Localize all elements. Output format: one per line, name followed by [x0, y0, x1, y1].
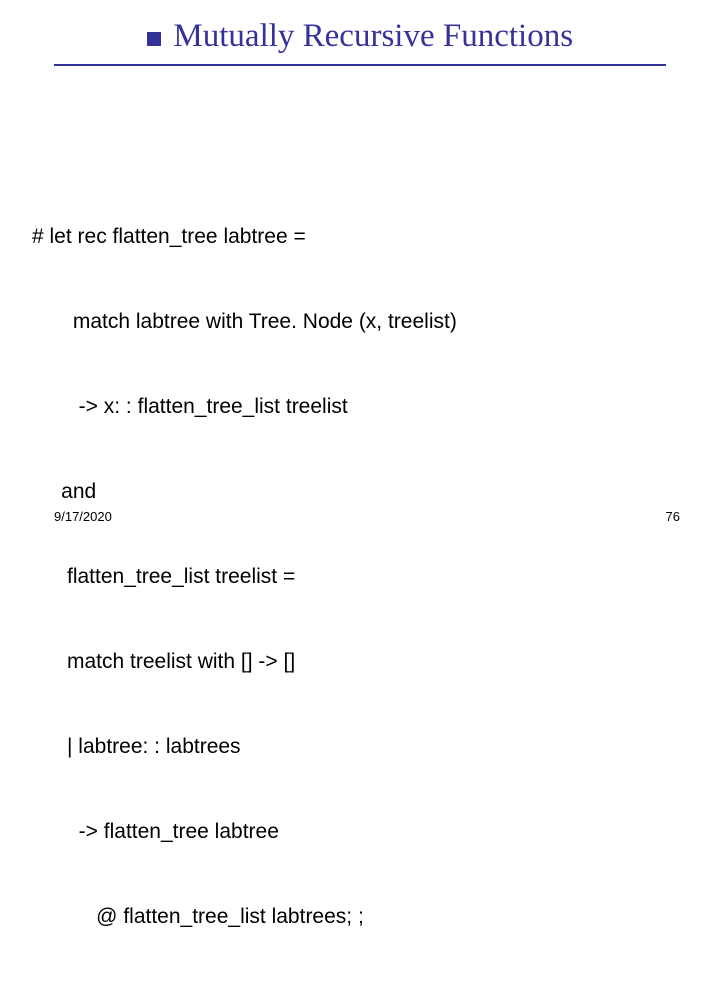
code-line: # let rec flatten_tree labtree =: [32, 223, 457, 251]
code-line: match treelist with [] -> []: [32, 648, 457, 676]
footer-page-number: 76: [666, 509, 680, 524]
title-underline: [54, 64, 666, 66]
code-line: | labtree: : labtrees: [32, 733, 457, 761]
code-line: flatten_tree_list treelist =: [32, 563, 457, 591]
code-line: match labtree with Tree. Node (x, treeli…: [32, 308, 457, 336]
code-block: # let rec flatten_tree labtree = match l…: [32, 166, 457, 988]
code-line: and: [32, 478, 457, 506]
title-bullet-icon: [147, 32, 161, 46]
slide: Mutually Recursive Functions # let rec f…: [0, 0, 720, 540]
title-area: Mutually Recursive Functions: [0, 18, 720, 55]
slide-title: Mutually Recursive Functions: [173, 18, 573, 54]
code-line: -> x: : flatten_tree_list treelist: [32, 393, 457, 421]
code-line: @ flatten_tree_list labtrees; ;: [32, 903, 457, 931]
code-line: -> flatten_tree labtree: [32, 818, 457, 846]
footer-date: 9/17/2020: [54, 509, 112, 524]
